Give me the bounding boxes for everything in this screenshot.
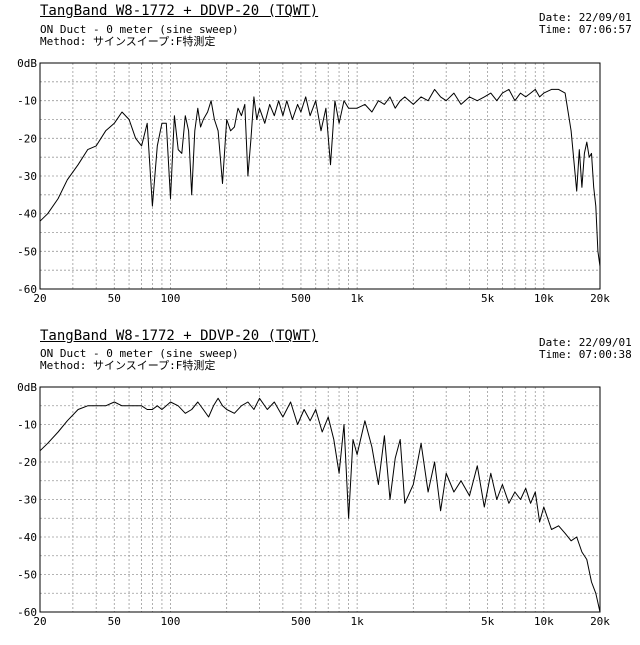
x-tick-label: 5k <box>481 615 495 628</box>
y-tick-label: -40 <box>17 208 37 221</box>
x-tick-label: 1k <box>351 292 365 305</box>
chart-title: TangBand W8-1772 + DDVP-20 (TQWT) <box>40 3 319 19</box>
x-tick-label: 100 <box>161 292 181 305</box>
x-tick-label: 50 <box>108 615 121 628</box>
chart-method: Method: サインスイープ:F特測定 <box>40 35 216 48</box>
chart-date: Date: 22/09/01 <box>539 11 632 24</box>
x-tick-label: 20k <box>590 292 610 305</box>
x-tick-label: 5k <box>481 292 495 305</box>
response-line <box>39 88 601 267</box>
chart-panel-top: TangBand W8-1772 + DDVP-20 (TQWT) ON Duc… <box>0 0 640 322</box>
chart-time: Time: 07:00:38 <box>539 348 632 361</box>
chart-title: TangBand W8-1772 + DDVP-20 (TQWT) <box>40 328 319 344</box>
x-tick-label: 20 <box>33 615 46 628</box>
y-tick-label: -60 <box>17 283 37 296</box>
x-tick-label: 10k <box>534 615 554 628</box>
x-tick-label: 10k <box>534 292 554 305</box>
response-line <box>39 397 601 613</box>
y-tick-label: -50 <box>17 569 37 582</box>
chart-time: Time: 07:06:57 <box>539 23 632 36</box>
y-tick-label: -30 <box>17 170 37 183</box>
x-tick-label: 20k <box>590 615 610 628</box>
y-tick-label: -10 <box>17 419 37 432</box>
y-tick-label: 0dB <box>17 57 37 70</box>
y-tick-label: 0dB <box>17 381 37 394</box>
x-tick-label: 100 <box>161 615 181 628</box>
x-tick-label: 1k <box>351 615 365 628</box>
chart-subtitle: ON Duct - 0 meter (sine sweep) <box>40 347 239 360</box>
chart-date: Date: 22/09/01 <box>539 336 632 349</box>
chart-panel-bottom: TangBand W8-1772 + DDVP-20 (TQWT) ON Duc… <box>0 323 640 645</box>
y-tick-label: -50 <box>17 245 37 258</box>
y-tick-label: -30 <box>17 494 37 507</box>
x-tick-label: 50 <box>108 292 121 305</box>
chart-method: Method: サインスイープ:F特測定 <box>40 359 216 372</box>
y-tick-label: -60 <box>17 606 37 619</box>
x-tick-label: 500 <box>291 292 311 305</box>
x-tick-label: 500 <box>291 615 311 628</box>
plot-frame <box>39 62 601 290</box>
plot-frame <box>39 386 601 613</box>
y-tick-label: -20 <box>17 456 37 469</box>
y-tick-label: -20 <box>17 132 37 145</box>
y-tick-label: -10 <box>17 95 37 108</box>
chart-subtitle: ON Duct - 0 meter (sine sweep) <box>40 23 239 36</box>
x-tick-label: 20 <box>33 292 46 305</box>
y-tick-label: -40 <box>17 531 37 544</box>
